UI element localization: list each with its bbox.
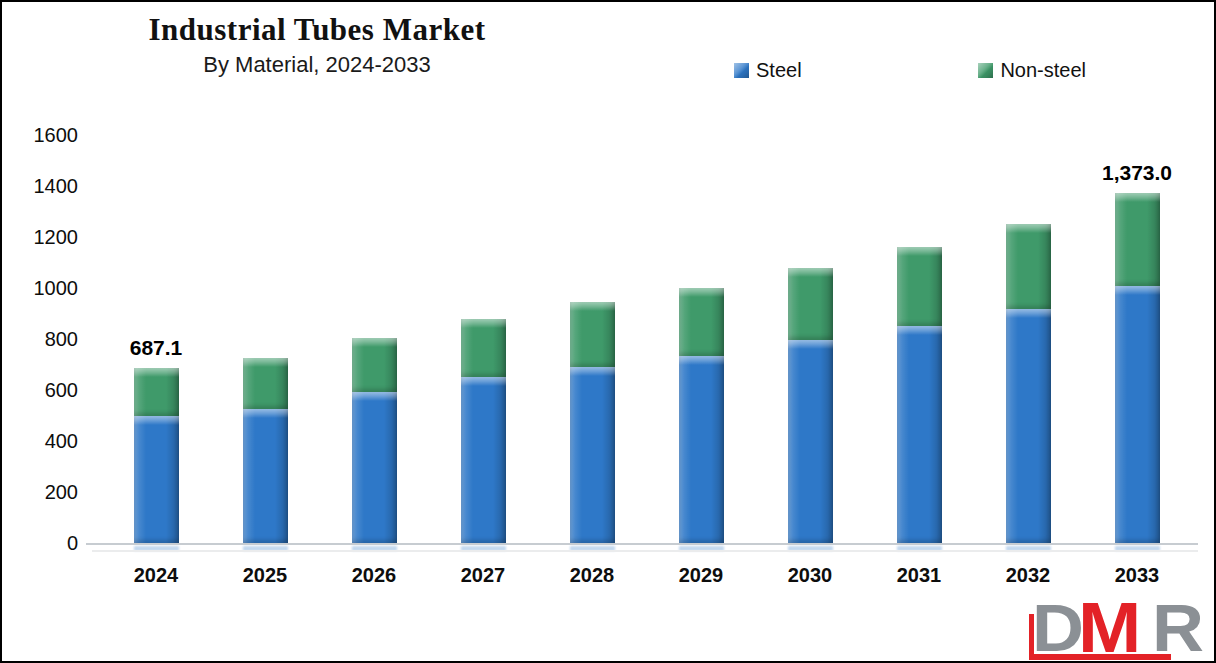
x-axis-label-2031: 2031 bbox=[897, 564, 942, 587]
y-axis-tick-label: 400 bbox=[16, 430, 78, 453]
plot-area: 0 200 400 600 800 1000 1200 1400 1600 2024 2025 202… bbox=[2, 2, 1216, 663]
bar-segment-steel-2031 bbox=[897, 326, 942, 543]
bar-segment-non-steel-2030 bbox=[788, 268, 833, 341]
bar-segment-non-steel-2028 bbox=[570, 302, 615, 367]
x-axis-label-2027: 2027 bbox=[461, 564, 506, 587]
y-axis-tick-label: 0 bbox=[16, 532, 78, 555]
dmr-logo: D M R bbox=[1026, 594, 1216, 663]
y-axis-tick-label: 1200 bbox=[16, 226, 78, 249]
bar-segment-steel-2027 bbox=[461, 377, 506, 543]
bar-segment-steel-2033 bbox=[1115, 286, 1160, 543]
logo-red-leftbar bbox=[1029, 614, 1034, 654]
logo-letter-d: D bbox=[1032, 595, 1084, 661]
bar-segment-non-steel-2027 bbox=[461, 319, 506, 378]
x-axis-line bbox=[86, 543, 1198, 545]
bar-segment-non-steel-2032 bbox=[1006, 224, 1051, 309]
x-axis-shadow-line bbox=[92, 550, 1198, 552]
y-axis-tick-label: 600 bbox=[16, 379, 78, 402]
logo-letter-r: R bbox=[1152, 595, 1204, 661]
y-axis-tick-label: 800 bbox=[16, 328, 78, 351]
data-label-2033: 1,373.0 bbox=[1102, 161, 1172, 185]
bar-segment-steel-2032 bbox=[1006, 309, 1051, 543]
bar-segment-steel-2028 bbox=[570, 367, 615, 543]
bar-segment-steel-2024 bbox=[134, 416, 179, 543]
x-axis-label-2026: 2026 bbox=[352, 564, 397, 587]
bar-segment-non-steel-2033 bbox=[1115, 193, 1160, 286]
bar-segment-steel-2029 bbox=[679, 356, 724, 543]
x-axis-label-2029: 2029 bbox=[679, 564, 724, 587]
x-axis-label-2025: 2025 bbox=[243, 564, 288, 587]
bar-segment-non-steel-2029 bbox=[679, 288, 724, 356]
bar-segment-steel-2026 bbox=[352, 392, 397, 543]
x-axis-label-2030: 2030 bbox=[788, 564, 833, 587]
y-axis-tick-label: 1400 bbox=[16, 175, 78, 198]
y-axis-tick-label: 200 bbox=[16, 481, 78, 504]
y-axis-tick-label: 1600 bbox=[16, 124, 78, 147]
logo-letter-m: M bbox=[1078, 593, 1141, 663]
data-label-2024: 687.1 bbox=[130, 336, 183, 360]
bar-segment-non-steel-2025 bbox=[243, 358, 288, 409]
bar-segment-steel-2030 bbox=[788, 340, 833, 543]
y-axis-tick-label: 1000 bbox=[16, 277, 78, 300]
bar-segment-non-steel-2031 bbox=[897, 247, 942, 326]
x-axis-label-2024: 2024 bbox=[134, 564, 179, 587]
chart-canvas: Industrial Tubes Market By Material, 202… bbox=[0, 0, 1216, 663]
bar-segment-steel-2025 bbox=[243, 409, 288, 543]
x-axis-label-2028: 2028 bbox=[570, 564, 615, 587]
x-axis-label-2033: 2033 bbox=[1115, 564, 1160, 587]
logo-red-underbar bbox=[1029, 654, 1171, 660]
x-axis-label-2032: 2032 bbox=[1006, 564, 1051, 587]
bar-segment-non-steel-2024 bbox=[134, 368, 179, 416]
bar-segment-non-steel-2026 bbox=[352, 338, 397, 392]
